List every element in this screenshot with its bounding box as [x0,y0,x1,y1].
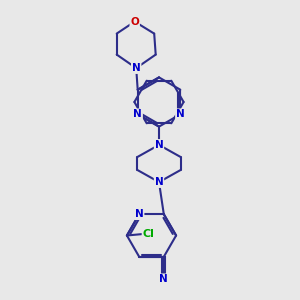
Text: O: O [130,16,139,27]
Text: N: N [159,274,168,284]
Text: N: N [135,209,144,219]
Text: N: N [176,109,185,119]
Text: N: N [133,109,142,119]
Text: N: N [154,177,164,187]
Text: N: N [132,63,141,73]
Text: N: N [154,140,164,150]
Text: Cl: Cl [142,229,154,239]
